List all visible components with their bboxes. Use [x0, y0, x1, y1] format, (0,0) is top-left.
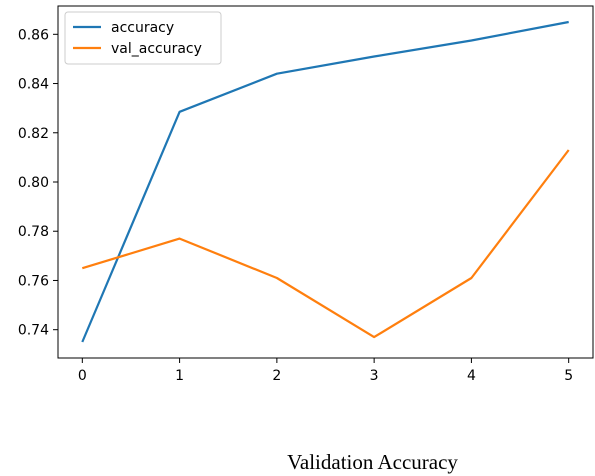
series-line-val-accuracy [81, 149, 570, 339]
x-tick-label: 1 [175, 368, 184, 384]
x-tick-label: 2 [272, 368, 281, 384]
x-tick-label: 0 [78, 368, 87, 384]
line-chart: 0 1 2 3 4 5 0.74 0.76 0.78 0.80 0.82 0.84 0.86 accura… [18, 5, 594, 384]
y-tick-label: 0.84 [18, 77, 49, 93]
x-tick-label: 5 [564, 368, 573, 384]
y-tick-label: 0.74 [18, 323, 49, 339]
y-tick-label: 0.82 [18, 126, 49, 142]
y-tick-label: 0.86 [18, 27, 49, 43]
x-tick-label: 3 [370, 368, 379, 384]
x-tick-label: 4 [467, 368, 476, 384]
series-line-accuracy [81, 20, 569, 343]
legend-label-val-accuracy: val_accuracy [111, 41, 202, 57]
y-tick-label: 0.78 [18, 224, 49, 240]
y-tick-label: 0.76 [18, 273, 49, 289]
plot-area: 0 1 2 3 4 5 0.74 0.76 0.78 0.80 0.82 0.84 0.86 accura… [18, 5, 594, 384]
legend-label-accuracy: accuracy [111, 20, 174, 36]
y-tick-label: 0.80 [18, 175, 49, 191]
legend-box [64, 11, 222, 65]
figure-caption: Validation Accuracy [287, 450, 458, 474]
